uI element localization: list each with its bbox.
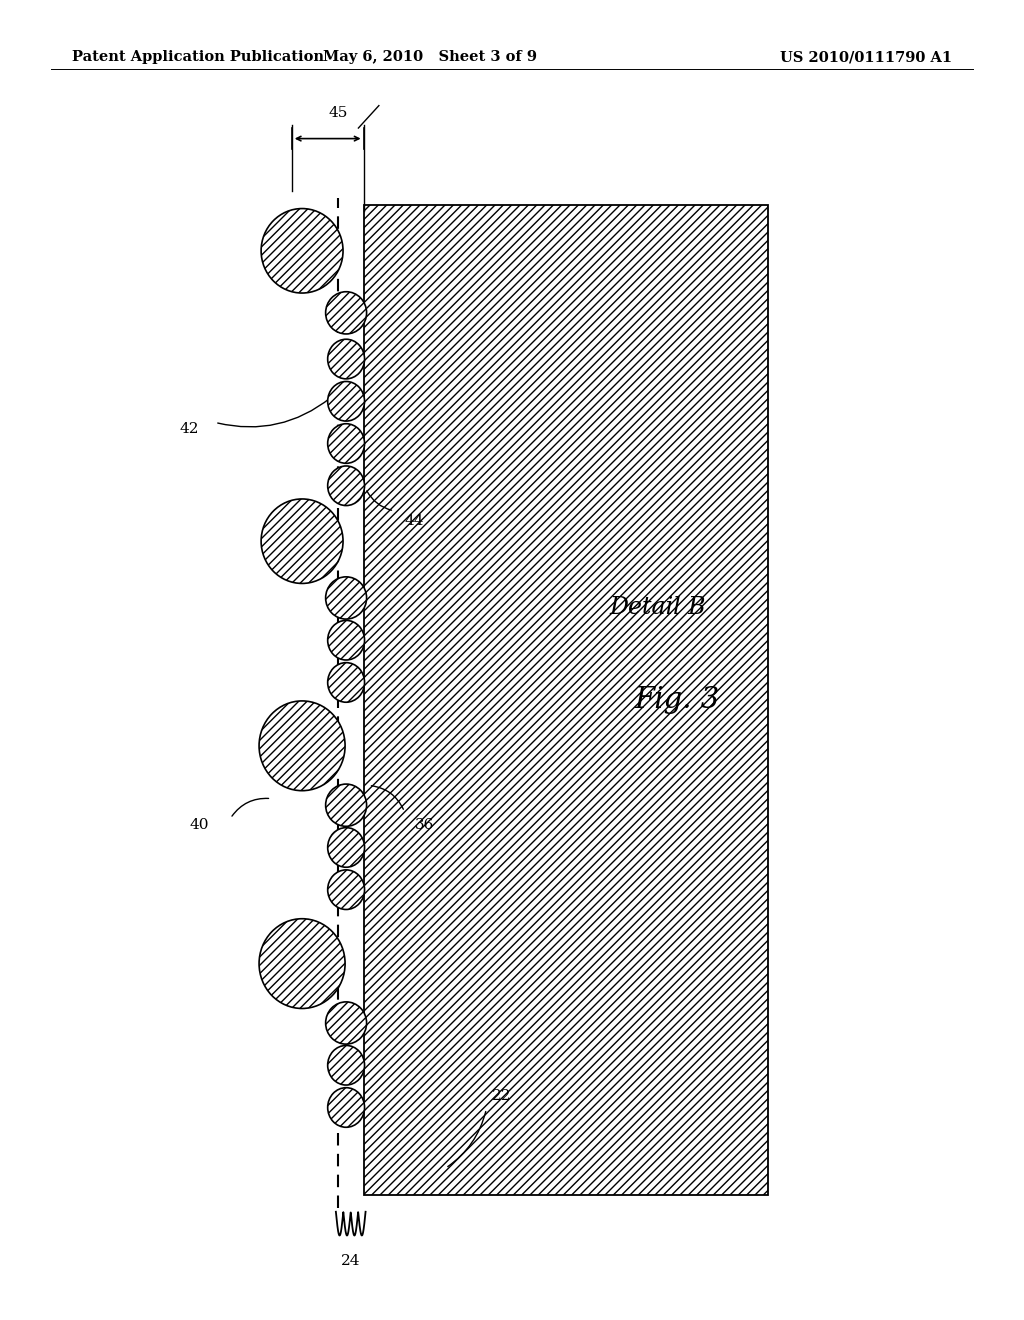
Ellipse shape bbox=[326, 784, 367, 826]
Ellipse shape bbox=[328, 424, 365, 463]
Ellipse shape bbox=[261, 209, 343, 293]
Text: 45: 45 bbox=[329, 106, 347, 120]
Ellipse shape bbox=[328, 1088, 365, 1127]
Ellipse shape bbox=[326, 577, 367, 619]
Ellipse shape bbox=[328, 828, 365, 867]
Ellipse shape bbox=[328, 466, 365, 506]
Text: 22: 22 bbox=[492, 1089, 512, 1102]
Text: 44: 44 bbox=[404, 515, 425, 528]
Text: 40: 40 bbox=[189, 818, 210, 832]
Text: Patent Application Publication: Patent Application Publication bbox=[72, 50, 324, 65]
Text: 24: 24 bbox=[341, 1254, 360, 1269]
Text: US 2010/0111790 A1: US 2010/0111790 A1 bbox=[780, 50, 952, 65]
Text: Fig. 3: Fig. 3 bbox=[635, 685, 720, 714]
Ellipse shape bbox=[326, 292, 367, 334]
Ellipse shape bbox=[328, 1045, 365, 1085]
Text: 36: 36 bbox=[416, 818, 434, 832]
Text: May 6, 2010   Sheet 3 of 9: May 6, 2010 Sheet 3 of 9 bbox=[324, 50, 537, 65]
Text: Detail B: Detail B bbox=[609, 595, 706, 619]
Ellipse shape bbox=[326, 1002, 367, 1044]
Ellipse shape bbox=[259, 919, 345, 1008]
Ellipse shape bbox=[328, 663, 365, 702]
Ellipse shape bbox=[328, 620, 365, 660]
Bar bbox=[364, 205, 768, 1195]
Ellipse shape bbox=[259, 701, 345, 791]
Ellipse shape bbox=[328, 381, 365, 421]
Ellipse shape bbox=[328, 339, 365, 379]
Ellipse shape bbox=[328, 870, 365, 909]
Ellipse shape bbox=[261, 499, 343, 583]
Text: 42: 42 bbox=[179, 422, 200, 436]
